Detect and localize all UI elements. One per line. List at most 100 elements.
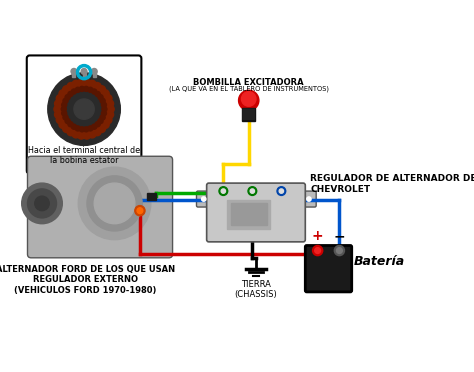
Text: BOMBILLA EXCITADORA: BOMBILLA EXCITADORA bbox=[193, 78, 304, 87]
FancyBboxPatch shape bbox=[301, 191, 316, 207]
Circle shape bbox=[55, 100, 63, 108]
FancyBboxPatch shape bbox=[207, 183, 305, 242]
Bar bbox=[93, 71, 96, 77]
Circle shape bbox=[67, 128, 75, 136]
Circle shape bbox=[77, 79, 85, 87]
Text: REGULADOR DE ALTERNADOR DE
CHEVROLET: REGULADOR DE ALTERNADOR DE CHEVROLET bbox=[310, 174, 474, 194]
Circle shape bbox=[98, 119, 103, 124]
Circle shape bbox=[95, 122, 100, 127]
Bar bbox=[82, 71, 85, 77]
Circle shape bbox=[54, 105, 62, 113]
Bar bbox=[242, 108, 255, 121]
Circle shape bbox=[88, 126, 93, 131]
FancyBboxPatch shape bbox=[27, 156, 173, 258]
Circle shape bbox=[101, 121, 109, 128]
Circle shape bbox=[48, 73, 120, 145]
FancyBboxPatch shape bbox=[27, 55, 141, 174]
FancyBboxPatch shape bbox=[305, 246, 352, 292]
Circle shape bbox=[72, 89, 76, 94]
Circle shape bbox=[59, 90, 67, 98]
Circle shape bbox=[100, 98, 105, 103]
Circle shape bbox=[56, 94, 64, 102]
Circle shape bbox=[101, 111, 107, 116]
Circle shape bbox=[307, 197, 311, 201]
Circle shape bbox=[88, 130, 96, 138]
Circle shape bbox=[22, 183, 62, 224]
Circle shape bbox=[63, 125, 71, 132]
Circle shape bbox=[72, 124, 76, 129]
Circle shape bbox=[35, 196, 49, 211]
Circle shape bbox=[93, 83, 101, 90]
Text: −: − bbox=[334, 229, 345, 243]
Circle shape bbox=[201, 197, 206, 201]
Circle shape bbox=[248, 187, 257, 195]
Circle shape bbox=[65, 94, 70, 100]
Circle shape bbox=[83, 131, 91, 139]
Circle shape bbox=[63, 98, 68, 103]
Circle shape bbox=[65, 119, 70, 124]
Circle shape bbox=[238, 90, 259, 110]
Circle shape bbox=[63, 115, 68, 120]
Circle shape bbox=[83, 127, 89, 132]
Circle shape bbox=[83, 79, 91, 87]
Circle shape bbox=[88, 87, 93, 92]
Circle shape bbox=[106, 105, 114, 113]
Circle shape bbox=[81, 68, 87, 74]
Circle shape bbox=[106, 110, 114, 119]
Circle shape bbox=[241, 92, 256, 106]
Circle shape bbox=[68, 122, 73, 127]
Circle shape bbox=[221, 189, 226, 193]
Circle shape bbox=[98, 125, 106, 132]
Circle shape bbox=[72, 130, 80, 138]
Circle shape bbox=[88, 80, 96, 88]
Circle shape bbox=[277, 187, 286, 195]
Bar bbox=[227, 200, 271, 229]
Circle shape bbox=[75, 87, 80, 92]
Bar bbox=[147, 193, 156, 200]
Circle shape bbox=[91, 68, 97, 74]
Circle shape bbox=[80, 127, 84, 132]
Circle shape bbox=[104, 94, 112, 102]
Circle shape bbox=[94, 183, 135, 224]
Circle shape bbox=[70, 94, 99, 124]
Text: +: + bbox=[312, 229, 323, 243]
Circle shape bbox=[74, 99, 94, 119]
Circle shape bbox=[87, 176, 142, 231]
Circle shape bbox=[83, 86, 89, 92]
Circle shape bbox=[95, 92, 100, 97]
Circle shape bbox=[27, 189, 56, 218]
Circle shape bbox=[71, 68, 77, 74]
Circle shape bbox=[75, 126, 80, 131]
Circle shape bbox=[135, 206, 145, 216]
Circle shape bbox=[315, 248, 320, 253]
Circle shape bbox=[312, 246, 323, 256]
Circle shape bbox=[77, 131, 85, 139]
Circle shape bbox=[98, 94, 103, 100]
Circle shape bbox=[68, 92, 73, 97]
Circle shape bbox=[78, 167, 151, 240]
Circle shape bbox=[334, 246, 345, 256]
Circle shape bbox=[59, 121, 67, 128]
Bar bbox=[73, 71, 75, 77]
Circle shape bbox=[61, 106, 66, 112]
Circle shape bbox=[337, 248, 342, 253]
FancyBboxPatch shape bbox=[242, 108, 255, 120]
Circle shape bbox=[98, 86, 106, 94]
Circle shape bbox=[91, 89, 97, 94]
Circle shape bbox=[91, 124, 97, 129]
Bar bbox=[230, 203, 267, 225]
Circle shape bbox=[106, 100, 114, 108]
Circle shape bbox=[250, 189, 255, 193]
Circle shape bbox=[101, 102, 107, 108]
FancyBboxPatch shape bbox=[197, 191, 211, 207]
Text: ALTERNADOR FORD DE LOS QUE USAN
REGULADOR EXTERNO
(VEHICULOS FORD 1970-1980): ALTERNADOR FORD DE LOS QUE USAN REGULADO… bbox=[0, 265, 175, 295]
Text: TIERRA
(CHASSIS): TIERRA (CHASSIS) bbox=[235, 280, 277, 299]
Circle shape bbox=[279, 189, 283, 193]
Circle shape bbox=[56, 116, 64, 124]
Circle shape bbox=[72, 80, 80, 88]
Circle shape bbox=[63, 86, 71, 94]
Circle shape bbox=[62, 111, 67, 116]
Circle shape bbox=[219, 187, 228, 195]
Text: Batería: Batería bbox=[354, 255, 405, 268]
Text: Hacia el terminal central de
la bobina estator: Hacia el terminal central de la bobina e… bbox=[28, 145, 140, 165]
